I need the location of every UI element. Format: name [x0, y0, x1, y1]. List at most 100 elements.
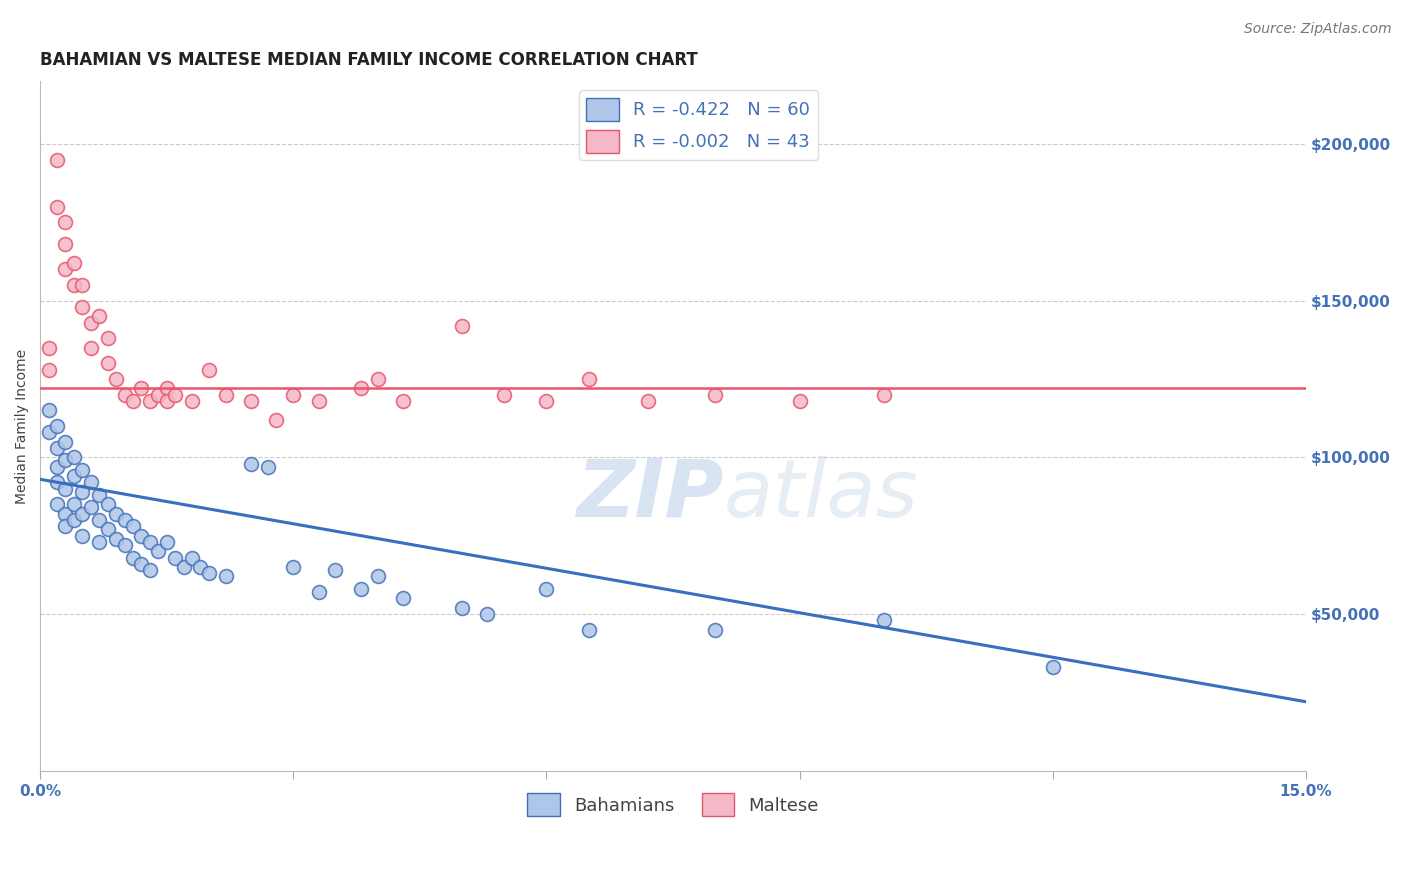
Y-axis label: Median Family Income: Median Family Income [15, 349, 30, 504]
Point [46, 153, 69, 167]
Point [240, 457, 263, 471]
Point [367, 372, 389, 386]
Point [38, 362, 60, 376]
Point [55, 434, 77, 449]
Point [72, 278, 94, 293]
Point [477, 607, 499, 621]
Point [873, 613, 896, 627]
Point [873, 387, 896, 401]
Point [139, 393, 162, 408]
Point [198, 566, 221, 581]
Point [131, 381, 153, 395]
Point [198, 362, 221, 376]
Point [131, 529, 153, 543]
Point [283, 560, 305, 574]
Point [350, 381, 373, 395]
Point [46, 441, 69, 455]
Point [215, 569, 238, 583]
Point [139, 535, 162, 549]
Point [80, 500, 103, 515]
Text: atlas: atlas [724, 456, 918, 534]
Point [72, 529, 94, 543]
Point [392, 393, 415, 408]
Point [494, 387, 516, 401]
Point [122, 393, 145, 408]
Point [55, 482, 77, 496]
Point [190, 560, 212, 574]
Point [704, 387, 727, 401]
Point [308, 393, 330, 408]
Point [89, 513, 111, 527]
Point [308, 585, 330, 599]
Point [789, 393, 811, 408]
Point [46, 200, 69, 214]
Point [97, 523, 120, 537]
Point [72, 507, 94, 521]
Point [165, 550, 187, 565]
Point [55, 215, 77, 229]
Legend: Bahamians, Maltese: Bahamians, Maltese [520, 786, 827, 823]
Point [148, 387, 170, 401]
Point [148, 544, 170, 558]
Point [89, 488, 111, 502]
Point [451, 600, 474, 615]
Point [392, 591, 415, 606]
Point [114, 387, 136, 401]
Point [55, 453, 77, 467]
Point [46, 459, 69, 474]
Point [89, 310, 111, 324]
Point [80, 316, 103, 330]
Point [114, 538, 136, 552]
Point [55, 519, 77, 533]
Point [46, 497, 69, 511]
Point [89, 535, 111, 549]
Point [578, 623, 600, 637]
Point [704, 623, 727, 637]
Point [367, 569, 389, 583]
Point [80, 475, 103, 490]
Point [97, 497, 120, 511]
Point [55, 507, 77, 521]
Point [114, 513, 136, 527]
Point [38, 425, 60, 440]
Point [165, 387, 187, 401]
Point [350, 582, 373, 596]
Point [637, 393, 659, 408]
Point [122, 550, 145, 565]
Point [536, 393, 558, 408]
Point [63, 278, 86, 293]
Point [38, 341, 60, 355]
Text: ZIP: ZIP [576, 456, 724, 534]
Point [156, 381, 179, 395]
Point [105, 372, 128, 386]
Point [55, 262, 77, 277]
Point [63, 513, 86, 527]
Point [72, 463, 94, 477]
Point [55, 237, 77, 252]
Point [97, 331, 120, 345]
Point [1042, 660, 1064, 674]
Point [131, 557, 153, 571]
Point [63, 450, 86, 465]
Point [325, 563, 347, 577]
Point [72, 300, 94, 314]
Point [38, 403, 60, 417]
Point [215, 387, 238, 401]
Text: Source: ZipAtlas.com: Source: ZipAtlas.com [1244, 22, 1392, 37]
Point [451, 318, 474, 333]
Point [536, 582, 558, 596]
Point [156, 393, 179, 408]
Point [283, 387, 305, 401]
Point [80, 341, 103, 355]
Point [105, 507, 128, 521]
Point [63, 256, 86, 270]
Point [105, 532, 128, 546]
Text: BAHAMIAN VS MALTESE MEDIAN FAMILY INCOME CORRELATION CHART: BAHAMIAN VS MALTESE MEDIAN FAMILY INCOME… [41, 51, 697, 69]
Point [46, 475, 69, 490]
Point [46, 419, 69, 434]
Point [181, 393, 204, 408]
Point [181, 550, 204, 565]
Point [240, 393, 263, 408]
Point [97, 356, 120, 370]
Point [72, 484, 94, 499]
